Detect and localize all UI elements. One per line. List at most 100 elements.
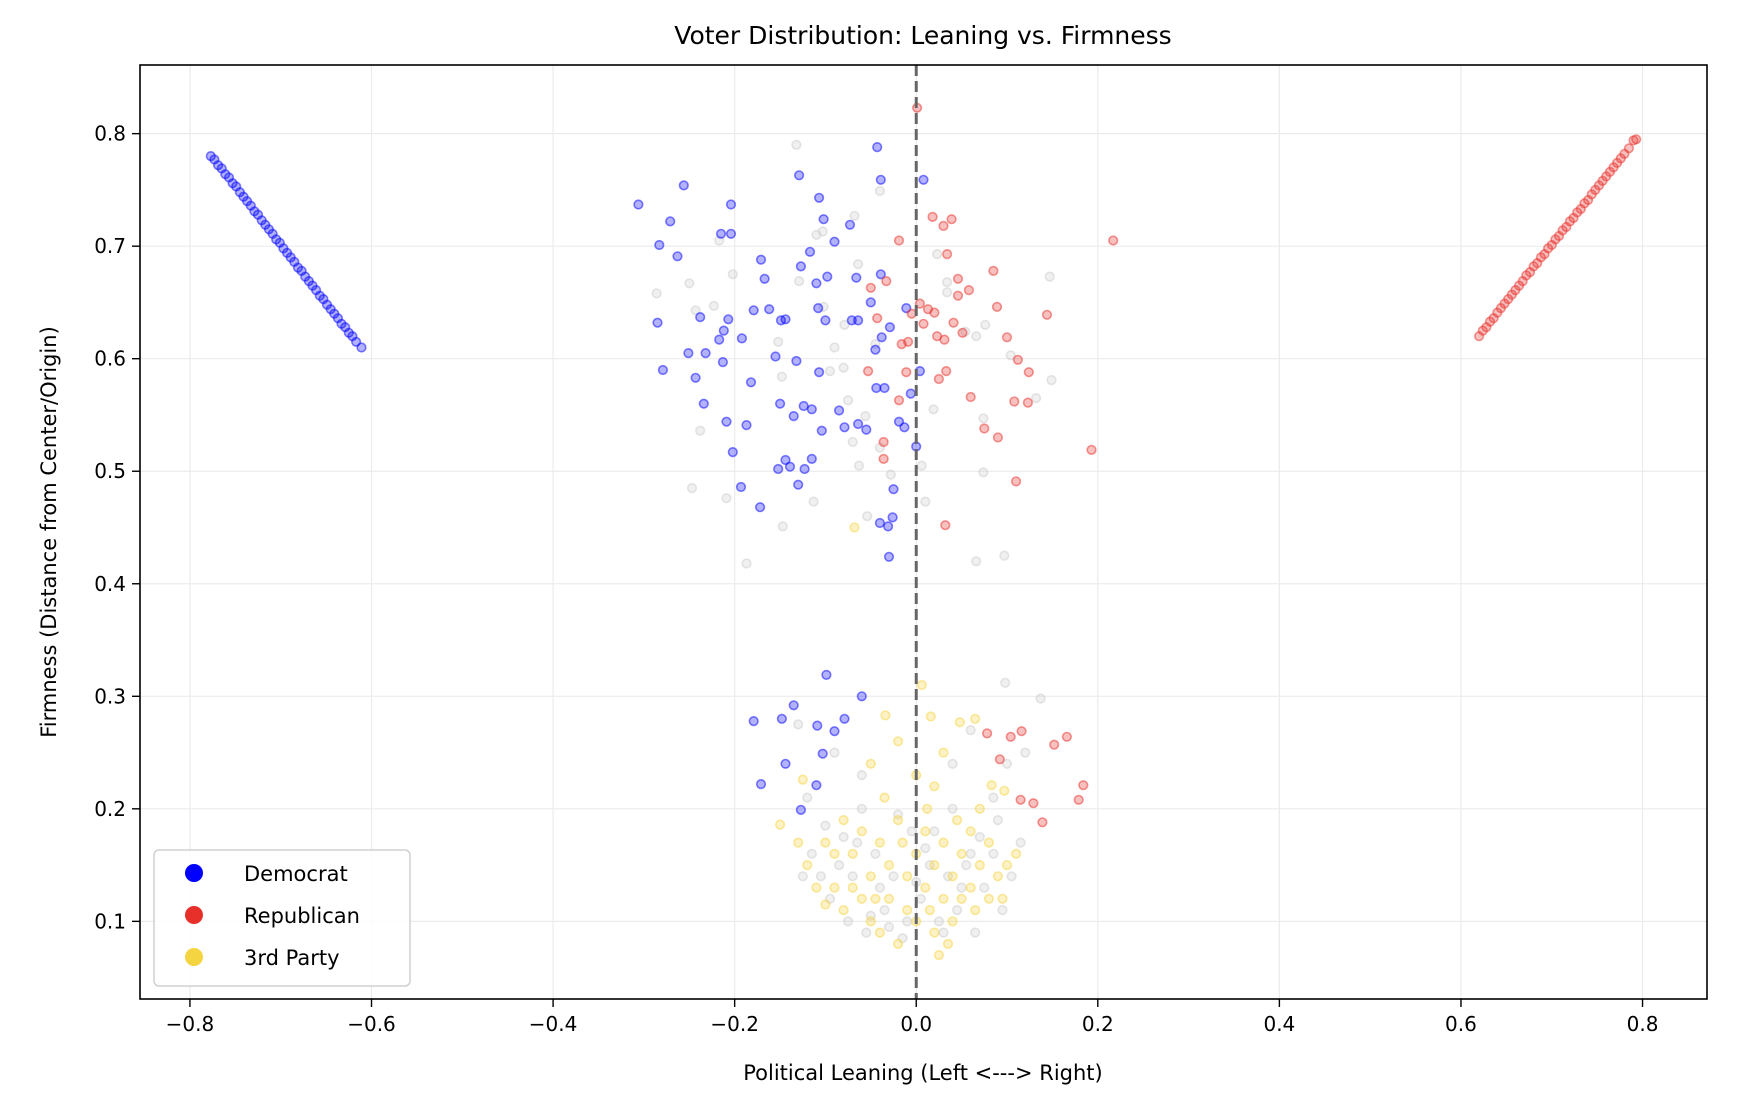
- point-3rd-party: [874, 837, 886, 848]
- point-3rd-party: [829, 848, 840, 859]
- point-3rd-party: [997, 893, 1008, 904]
- point-democrat: [872, 142, 883, 153]
- point-unaffiliated: [1015, 837, 1026, 848]
- point-3rd-party: [947, 916, 958, 927]
- point-democrat: [723, 314, 734, 325]
- point-unaffiliated: [1020, 747, 1031, 758]
- point-democrat: [818, 214, 829, 225]
- point-unaffiliated: [1044, 271, 1055, 282]
- point-3rd-party: [999, 785, 1010, 796]
- point-unaffiliated: [852, 837, 863, 848]
- point-unaffiliated: [1035, 693, 1046, 704]
- point-republican: [918, 318, 929, 329]
- point-republican: [963, 285, 975, 296]
- point-republican: [1108, 235, 1119, 246]
- point-unaffiliated: [947, 758, 958, 769]
- point-democrat: [633, 199, 644, 210]
- point-unaffiliated: [839, 319, 850, 331]
- point-3rd-party: [947, 871, 958, 882]
- point-democrat: [793, 170, 805, 181]
- point-unaffiliated: [928, 404, 939, 415]
- point-unaffiliated: [833, 859, 845, 871]
- point-3rd-party: [970, 904, 981, 916]
- legend-marker-democrat: [185, 864, 203, 882]
- point-3rd-party: [856, 826, 867, 837]
- point-3rd-party: [929, 859, 940, 871]
- point-republican: [906, 308, 917, 319]
- point-unaffiliated: [915, 893, 926, 904]
- point-unaffiliated: [988, 848, 999, 859]
- point-democrat: [695, 312, 706, 323]
- point-3rd-party: [902, 904, 913, 916]
- point-unaffiliated: [793, 276, 805, 287]
- point-3rd-party: [892, 736, 904, 747]
- point-3rd-party: [829, 882, 840, 893]
- point-unaffiliated: [1001, 758, 1013, 769]
- point-3rd-party: [870, 893, 881, 904]
- y-tick-label: 0.4: [94, 572, 126, 596]
- point-republican: [1022, 397, 1034, 408]
- point-unaffiliated: [777, 521, 788, 532]
- point-unaffiliated: [997, 904, 1008, 916]
- point-unaffiliated: [842, 916, 854, 927]
- point-unaffiliated: [791, 139, 802, 150]
- point-democrat: [806, 404, 817, 415]
- point-3rd-party: [983, 893, 995, 904]
- point-3rd-party: [938, 893, 949, 904]
- point-democrat: [690, 372, 701, 383]
- point-unaffiliated: [933, 916, 945, 927]
- point-3rd-party: [838, 904, 849, 916]
- plot-frame: [139, 64, 1708, 1000]
- point-3rd-party: [954, 717, 965, 728]
- point-democrat: [882, 521, 894, 532]
- point-republican: [1049, 739, 1060, 750]
- point-democrat: [721, 416, 732, 427]
- point-democrat: [652, 317, 663, 328]
- point-democrat: [817, 748, 828, 759]
- point-3rd-party: [865, 916, 876, 927]
- point-unaffiliated: [902, 916, 913, 927]
- y-axis-label: Firmness (Distance from Center/Origin): [37, 326, 61, 738]
- point-democrat: [657, 364, 669, 376]
- point-democrat: [821, 669, 832, 681]
- point-unaffiliated: [686, 483, 698, 494]
- point-democrat: [804, 246, 816, 257]
- point-3rd-party: [970, 713, 981, 724]
- point-democrat: [748, 715, 759, 727]
- point-republican: [929, 307, 940, 318]
- point-democrat: [876, 332, 887, 343]
- point-unaffiliated: [651, 288, 662, 299]
- point-unaffiliated: [870, 848, 881, 859]
- point-democrat: [654, 239, 665, 251]
- point-unaffiliated: [920, 496, 931, 507]
- point-democrat: [833, 405, 845, 416]
- point-3rd-party: [925, 711, 936, 722]
- point-3rd-party: [847, 882, 858, 893]
- point-democrat: [822, 271, 833, 282]
- point-democrat: [888, 484, 899, 495]
- point-unaffiliated: [938, 927, 949, 938]
- point-unaffiliated: [916, 460, 927, 471]
- point-democrat: [755, 254, 767, 265]
- point-republican: [865, 282, 876, 293]
- point-unaffiliated: [1005, 350, 1016, 361]
- point-republican: [988, 265, 999, 277]
- point-3rd-party: [1001, 859, 1013, 871]
- point-unaffiliated: [978, 467, 989, 478]
- point-unaffiliated: [931, 249, 943, 260]
- point-3rd-party: [897, 837, 908, 848]
- point-unaffiliated: [829, 747, 840, 758]
- point-republican: [1009, 396, 1020, 407]
- point-unaffiliated: [849, 210, 860, 221]
- point-democrat: [851, 272, 862, 283]
- point-democrat: [773, 463, 784, 475]
- point-3rd-party: [924, 904, 936, 916]
- y-axis-ticks: 0.1 0.2 0.3 0.4 0.5 0.6 0.7 0.8: [94, 122, 140, 933]
- point-unaffiliated: [852, 259, 864, 270]
- point-unaffiliated: [727, 269, 738, 280]
- point-unaffiliated: [965, 848, 976, 859]
- point-unaffiliated: [929, 826, 940, 837]
- point-democrat: [698, 398, 709, 409]
- point-unaffiliated: [802, 792, 813, 803]
- legend-marker-3rd-party: [185, 948, 203, 966]
